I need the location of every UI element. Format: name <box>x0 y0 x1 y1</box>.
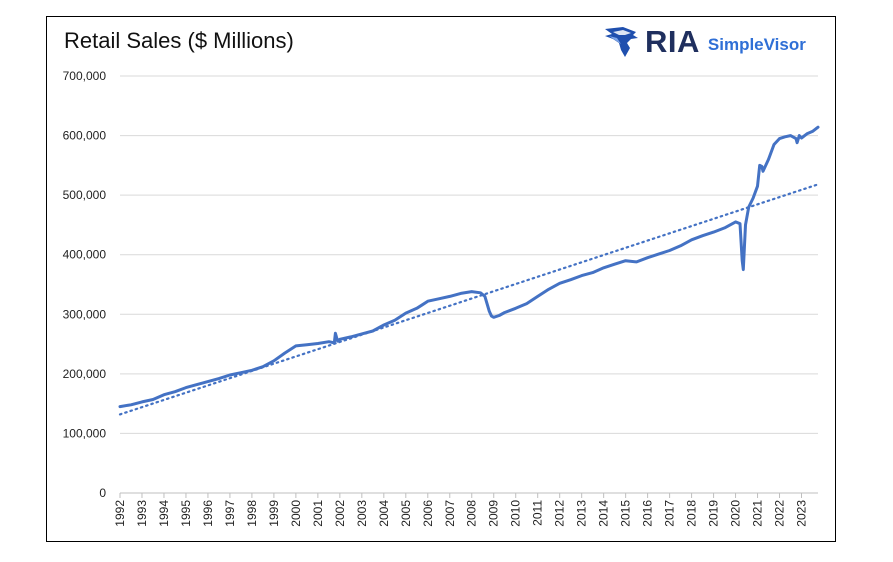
x-tick-label: 2004 <box>377 500 391 527</box>
eagle-icon <box>605 27 638 57</box>
y-tick-label: 400,000 <box>63 248 107 262</box>
x-tick-label: 1995 <box>179 500 193 527</box>
x-tick-label: 2010 <box>509 500 523 527</box>
x-tick-label: 2011 <box>531 500 545 526</box>
x-tick-label: 2015 <box>619 500 633 527</box>
x-tick-label: 2018 <box>685 500 699 527</box>
x-tick-label: 1993 <box>135 500 149 527</box>
retail-sales-line <box>118 125 820 409</box>
x-tick-label: 1999 <box>267 500 281 527</box>
x-tick-label: 2022 <box>773 500 787 527</box>
x-tick-label: 1996 <box>201 500 215 527</box>
x-tick-label: 2000 <box>289 500 303 527</box>
x-tick-label: 2012 <box>553 500 567 527</box>
x-tick-label: 2014 <box>597 500 611 527</box>
logo-simplevisor-text: SimpleVisor <box>707 35 806 54</box>
y-tick-label: 0 <box>99 486 106 500</box>
x-tick-label: 2017 <box>663 500 677 527</box>
logo-ria-text: RIA <box>645 24 700 59</box>
y-tick-label: 700,000 <box>63 69 107 83</box>
x-tick-label: 2016 <box>641 500 655 527</box>
y-tick-label: 300,000 <box>63 307 107 321</box>
x-tick-label: 1997 <box>223 500 237 527</box>
ria-simplevisor-logo: RIA SimpleVisor <box>603 24 806 59</box>
x-tick-label: 2021 <box>751 500 765 527</box>
trend-line <box>118 183 820 416</box>
chart-frame <box>46 16 836 542</box>
x-tick-label: 2005 <box>399 500 413 527</box>
y-tick-label: 600,000 <box>63 129 107 143</box>
y-tick-label: 100,000 <box>63 426 107 440</box>
x-tick-label: 2023 <box>795 500 809 527</box>
chart-title: Retail Sales ($ Millions) <box>64 28 294 53</box>
x-tick-label: 2019 <box>707 500 721 527</box>
x-tick-label: 2013 <box>575 500 589 527</box>
y-tick-label: 200,000 <box>63 367 107 381</box>
x-tick-label: 2003 <box>355 500 369 527</box>
x-tick-label: 1994 <box>157 500 171 527</box>
x-tick-label: 2008 <box>465 500 479 527</box>
x-tick-label: 2007 <box>443 500 457 527</box>
x-tick-label: 2001 <box>311 500 325 527</box>
x-tick-label: 2020 <box>729 500 743 527</box>
x-tick-label: 1998 <box>245 500 259 527</box>
y-tick-label: 500,000 <box>63 188 107 202</box>
x-tick-label: 2002 <box>333 500 347 527</box>
x-tick-label: 2006 <box>421 500 435 527</box>
x-tick-label: 1992 <box>113 500 127 527</box>
x-tick-label: 2009 <box>487 500 501 527</box>
